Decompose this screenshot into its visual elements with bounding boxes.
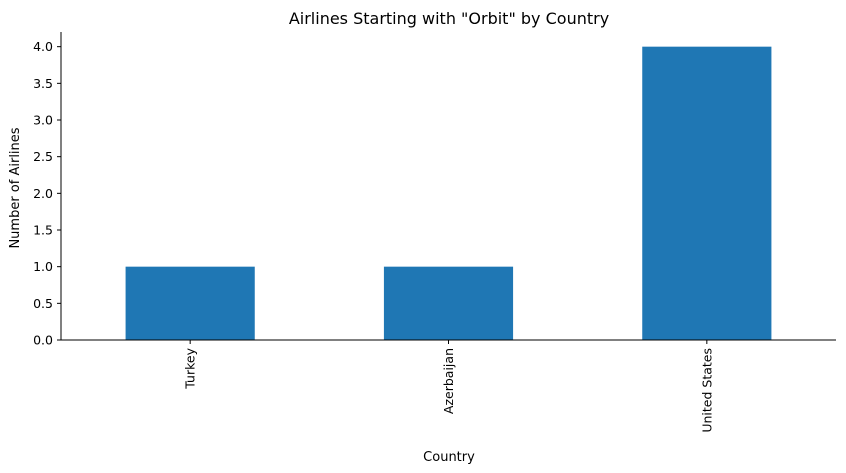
y-tick-label: 3.0 xyxy=(33,113,53,128)
y-tick-label: 4.0 xyxy=(33,39,53,54)
y-tick-label: 0.5 xyxy=(33,296,53,311)
x-axis-ticks: Turkey Azerbaijan United States xyxy=(183,340,714,433)
x-tick-label: Azerbaijan xyxy=(441,348,456,414)
y-axis-label: Number of Airlines xyxy=(8,127,23,248)
y-tick-label: 1.5 xyxy=(33,223,53,238)
y-tick-label: 2.5 xyxy=(33,149,53,164)
y-axis-ticks: 0.0 0.5 1.0 1.5 2.0 2.5 3.0 3.5 4.0 xyxy=(33,39,61,348)
bar-united-states xyxy=(642,46,772,341)
x-tick-label: United States xyxy=(699,348,714,433)
bar-turkey xyxy=(125,266,255,340)
y-tick-label: 2.0 xyxy=(33,186,53,201)
y-tick-label: 1.0 xyxy=(33,259,53,274)
bar-azerbaijan xyxy=(383,266,514,340)
chart-title: Airlines Starting with "Orbit" by Countr… xyxy=(289,9,609,28)
y-tick-label: 3.5 xyxy=(33,76,53,91)
bars-group xyxy=(125,46,772,341)
x-tick-label: Turkey xyxy=(183,347,198,389)
y-tick-label: 0.0 xyxy=(33,333,53,348)
x-axis-label: Country xyxy=(423,450,475,465)
